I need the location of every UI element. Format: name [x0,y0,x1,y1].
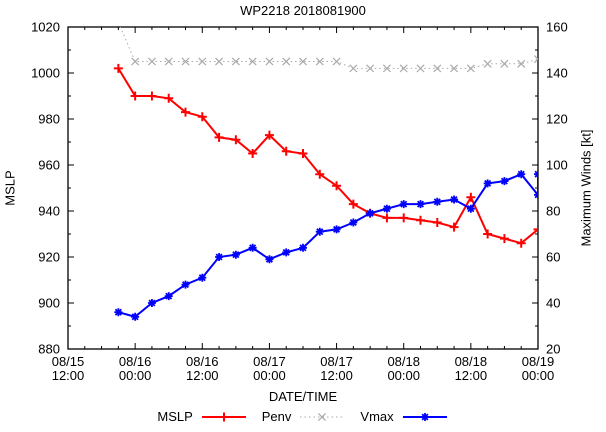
x-tick-date: 08/19 [522,354,555,369]
x-tick-date: 08/17 [320,354,353,369]
x-tick-time: 12:00 [186,368,219,383]
y-left-tick: 920 [38,250,60,265]
legend-label-penv: Penv [261,409,292,424]
y-left-tick: 900 [38,296,60,311]
y-left-tick: 1020 [31,20,60,35]
legend-swatch-penv-line-icon [300,412,345,422]
legend-item-penv: Penv [262,409,347,424]
legend-marker-icon [219,412,229,422]
x-tick-time: 12:00 [320,368,353,383]
legend-item-vmax: Vmax [360,409,448,424]
chart-title: WP2218 2018081900 [240,3,366,18]
x-tick-date: 08/18 [455,354,488,369]
mslp-markers [113,63,538,248]
x-tick-time: 00:00 [387,368,420,383]
y-left-tick: 940 [38,204,60,219]
legend-label-mslp: MSLP [157,409,193,424]
x-tick-date: 08/15 [52,354,85,369]
y-axis-ticks [68,26,538,350]
x-tick-date: 08/16 [119,354,152,369]
legend-marker-icon [420,413,429,421]
x-tick-time: 00:00 [522,368,555,383]
legend-swatch-mslp-line-icon [201,412,246,422]
series-penv [119,27,538,73]
y-left-tick: 880 [38,342,60,357]
y-right-tick: 60 [546,250,560,265]
y-tick-labels-left: 880 900 920 940 960 980 1000 1020 [31,20,60,357]
legend-marker-icon [318,412,327,422]
y-left-tick: 960 [38,158,60,173]
y-right-tick: 160 [546,20,568,35]
legend-label-vmax: Vmax [360,409,394,424]
x-tick-date: 08/18 [387,354,420,369]
y-right-tick: 100 [546,158,568,173]
x-tick-labels: 08/1512:0008/1600:0008/1612:0008/1700:00… [52,354,555,383]
mslp-line [117,67,538,245]
y-right-tick: 80 [546,204,560,219]
x-tick-time: 00:00 [119,368,152,383]
y-left-tick: 1000 [31,66,60,81]
legend-item-mslp: MSLP [157,409,247,424]
x-axis-label: DATE/TIME [268,389,338,404]
series-mslp [113,63,538,248]
y-right-tick: 20 [546,342,560,357]
y-tick-labels-right: 20 40 60 80 100 120 140 160 [546,20,568,357]
x-tick-time: 12:00 [52,368,85,383]
penv-markers [131,55,538,73]
y-left-tick: 980 [38,112,60,127]
penv-line [119,27,538,69]
vmax-line [118,172,538,318]
x-axis-ticks [67,27,539,349]
plot-border [67,26,539,350]
x-tick-time: 00:00 [253,368,286,383]
y-right-tick: 140 [546,66,568,81]
legend: MSLP Penv Vmax [0,409,606,424]
y-right-tick: 40 [546,296,560,311]
legend-swatch-vmax-line-icon [402,413,447,421]
x-tick-time: 12:00 [455,368,488,383]
x-tick-date: 08/16 [186,354,219,369]
y-right-tick: 120 [546,112,568,127]
vmax-markers [114,170,538,321]
x-tick-date: 08/17 [253,354,286,369]
series-vmax [114,170,538,321]
